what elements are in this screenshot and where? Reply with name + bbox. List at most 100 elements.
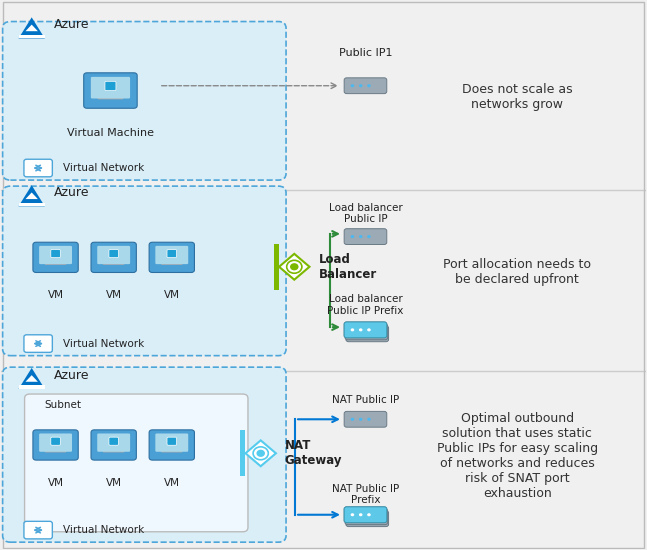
Circle shape: [360, 515, 364, 518]
Text: Subnet: Subnet: [45, 400, 82, 410]
Text: Virtual Network: Virtual Network: [63, 163, 144, 173]
Circle shape: [368, 331, 371, 333]
Text: VM: VM: [105, 290, 122, 300]
Circle shape: [359, 84, 362, 87]
Circle shape: [351, 328, 354, 332]
Text: NAT
Gateway: NAT Gateway: [285, 439, 342, 468]
FancyBboxPatch shape: [98, 95, 124, 100]
Polygon shape: [19, 185, 45, 206]
Polygon shape: [168, 445, 175, 450]
FancyBboxPatch shape: [24, 335, 52, 353]
Circle shape: [367, 513, 371, 516]
Circle shape: [290, 263, 298, 271]
Polygon shape: [111, 257, 117, 262]
Text: Optimal outbound
solution that uses static
Public IPs for easy scaling
of networ: Optimal outbound solution that uses stat…: [437, 412, 598, 500]
Circle shape: [359, 328, 362, 332]
FancyBboxPatch shape: [19, 35, 45, 38]
Text: Virtual Network: Virtual Network: [63, 525, 144, 535]
Circle shape: [367, 513, 371, 516]
FancyBboxPatch shape: [167, 437, 177, 446]
Text: VM: VM: [48, 290, 63, 300]
FancyBboxPatch shape: [109, 250, 118, 257]
Text: Public IP1: Public IP1: [339, 48, 392, 58]
FancyBboxPatch shape: [25, 394, 248, 532]
Circle shape: [367, 328, 371, 332]
Circle shape: [351, 84, 354, 87]
FancyBboxPatch shape: [103, 261, 125, 265]
FancyBboxPatch shape: [97, 433, 130, 452]
Circle shape: [353, 517, 356, 520]
FancyBboxPatch shape: [39, 433, 72, 452]
Text: Azure: Azure: [54, 18, 90, 31]
Circle shape: [367, 418, 371, 421]
Polygon shape: [52, 445, 59, 450]
FancyBboxPatch shape: [344, 411, 387, 427]
Circle shape: [359, 235, 362, 238]
FancyBboxPatch shape: [91, 77, 130, 98]
Text: VM: VM: [105, 478, 122, 488]
Polygon shape: [111, 445, 117, 450]
Circle shape: [369, 332, 373, 336]
Circle shape: [367, 235, 371, 238]
Polygon shape: [168, 257, 175, 262]
Polygon shape: [274, 244, 279, 290]
Circle shape: [368, 515, 371, 518]
FancyBboxPatch shape: [45, 261, 67, 265]
FancyBboxPatch shape: [33, 242, 78, 272]
FancyBboxPatch shape: [344, 322, 387, 338]
FancyBboxPatch shape: [24, 521, 52, 539]
FancyBboxPatch shape: [103, 449, 125, 453]
Polygon shape: [19, 368, 45, 389]
Circle shape: [351, 513, 354, 516]
Text: Load
Balancer: Load Balancer: [319, 253, 377, 280]
Polygon shape: [25, 375, 38, 382]
FancyBboxPatch shape: [167, 250, 177, 257]
FancyBboxPatch shape: [91, 430, 137, 460]
FancyBboxPatch shape: [19, 386, 45, 389]
FancyBboxPatch shape: [344, 507, 387, 522]
Circle shape: [360, 332, 364, 336]
Circle shape: [351, 328, 354, 332]
FancyBboxPatch shape: [45, 449, 67, 453]
Circle shape: [353, 332, 356, 336]
FancyBboxPatch shape: [33, 430, 78, 460]
Text: NAT Public IP: NAT Public IP: [332, 395, 399, 405]
FancyBboxPatch shape: [344, 322, 387, 338]
FancyBboxPatch shape: [155, 433, 188, 452]
Polygon shape: [25, 25, 38, 31]
FancyBboxPatch shape: [51, 250, 60, 257]
FancyBboxPatch shape: [97, 246, 130, 264]
Polygon shape: [106, 91, 115, 97]
Polygon shape: [279, 254, 309, 280]
Circle shape: [351, 331, 355, 333]
FancyBboxPatch shape: [105, 81, 116, 91]
FancyBboxPatch shape: [3, 21, 286, 180]
Circle shape: [359, 418, 362, 421]
FancyBboxPatch shape: [344, 229, 387, 245]
FancyBboxPatch shape: [155, 246, 188, 264]
Text: VM: VM: [164, 290, 180, 300]
Polygon shape: [52, 257, 59, 262]
Circle shape: [369, 517, 373, 520]
FancyBboxPatch shape: [346, 511, 389, 526]
Text: Load balancer
Public IP: Load balancer Public IP: [329, 203, 402, 224]
Circle shape: [256, 450, 265, 457]
Circle shape: [359, 328, 362, 332]
Circle shape: [359, 513, 362, 516]
FancyBboxPatch shape: [91, 242, 137, 272]
FancyBboxPatch shape: [3, 367, 286, 542]
FancyBboxPatch shape: [346, 326, 389, 342]
Text: Virtual Network: Virtual Network: [63, 339, 144, 349]
Text: VM: VM: [48, 478, 63, 488]
FancyBboxPatch shape: [149, 242, 195, 272]
Text: NAT Public IP
Prefix: NAT Public IP Prefix: [332, 483, 399, 505]
Polygon shape: [245, 441, 276, 466]
Circle shape: [351, 235, 354, 238]
Text: Port allocation needs to
be declared upfront: Port allocation needs to be declared upf…: [443, 258, 591, 286]
Text: VM: VM: [164, 478, 180, 488]
FancyBboxPatch shape: [149, 430, 195, 460]
Circle shape: [367, 328, 371, 332]
Circle shape: [351, 513, 354, 516]
FancyBboxPatch shape: [39, 246, 72, 264]
Circle shape: [359, 513, 362, 516]
